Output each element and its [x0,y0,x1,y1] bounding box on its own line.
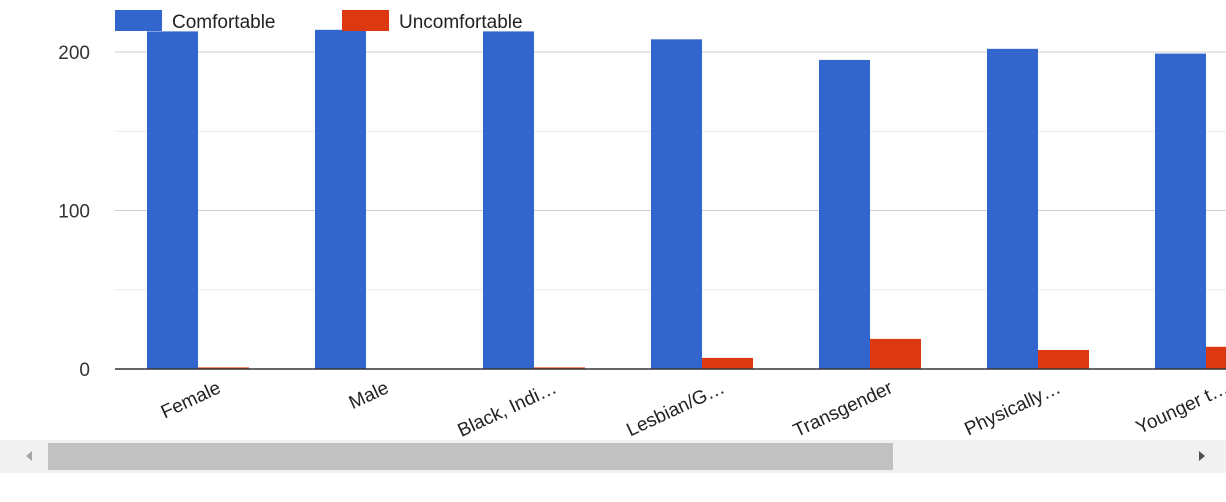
legend-swatch [342,10,389,31]
bar-comfortable[interactable] [1155,53,1206,370]
legend-swatch [115,10,162,31]
bar-comfortable[interactable] [315,29,366,370]
bar-comfortable[interactable] [819,59,870,370]
legend-label: Comfortable [172,12,276,33]
bar-uncomfortable[interactable] [198,367,249,369]
x-category-label: Male [346,377,392,413]
right-arrow-icon[interactable] [1199,451,1205,461]
y-axis-ticks: 0 100 200 [58,43,90,381]
bar-comfortable[interactable] [651,39,702,369]
left-arrow-icon[interactable] [26,451,32,461]
bar-comfortable[interactable] [483,31,534,370]
legend: Comfortable Uncomfortable [115,10,523,33]
x-category-label: Younger t… [1133,377,1226,438]
y-tick-label: 0 [79,360,90,381]
y-tick-label: 200 [58,43,90,64]
bar-uncomfortable[interactable] [1206,346,1226,369]
bar-comfortable[interactable] [147,31,198,370]
bars [147,29,1226,370]
legend-label: Uncomfortable [399,12,523,33]
bar-uncomfortable[interactable] [534,367,585,369]
x-category-label: Physically… [961,377,1064,440]
x-category-label: Lesbian/G… [624,377,729,440]
bar-uncomfortable[interactable] [1038,349,1089,369]
x-category-label: Female [158,377,224,423]
bar-uncomfortable[interactable] [870,338,921,369]
bar-comfortable[interactable] [987,48,1038,370]
y-tick-label: 100 [58,202,90,223]
x-category-label: Black, Indi… [455,377,561,440]
scrollbar-thumb[interactable] [48,443,893,470]
chart: 0 100 200 Female Male Black, Indi… Lesbian/G…… [58,10,1226,440]
x-axis-labels: Female Male Black, Indi… Lesbian/G… Transgen… [158,377,1226,440]
x-category-label: Transgender [790,377,896,440]
bar-uncomfortable[interactable] [702,357,753,369]
